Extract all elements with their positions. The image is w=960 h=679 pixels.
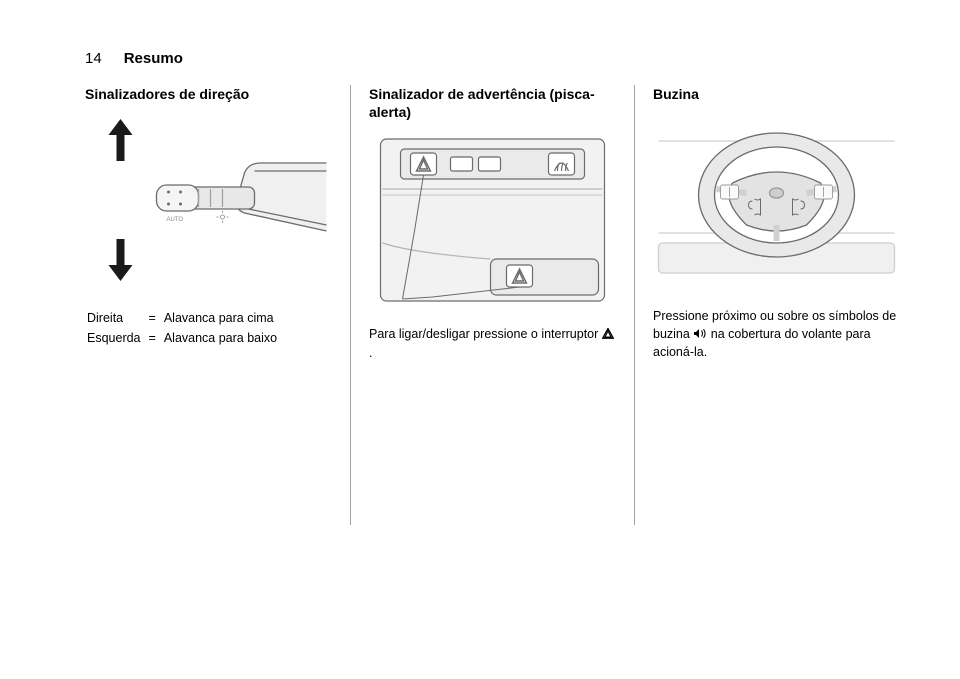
col2-caption-tail: . xyxy=(369,346,372,360)
cap-r0c1: = xyxy=(149,309,162,327)
col1-title: Sinalizadores de direção xyxy=(85,85,332,103)
col2-title: Sinalizador de advertência (pisca-alerta… xyxy=(369,85,616,121)
cap-r0c0: Direita xyxy=(87,309,147,327)
col2-caption-text: Para ligar/desligar pressione o interrup… xyxy=(369,327,602,341)
page-header: 14 Resumo xyxy=(85,50,900,67)
cap-r1c0: Esquerda xyxy=(87,329,147,347)
cap-r0c2: Alavanca para cima xyxy=(164,309,283,327)
col1-caption-table: Direita = Alavanca para cima Esquerda = … xyxy=(85,307,285,349)
svg-text:AUTO: AUTO xyxy=(167,217,184,223)
hazard-switch-illustration xyxy=(369,131,616,311)
col3-title: Buzina xyxy=(653,85,900,103)
table-row: Direita = Alavanca para cima xyxy=(87,309,283,327)
cap-r1c2: Alavanca para baixo xyxy=(164,329,283,347)
turn-signal-lever-illustration: AUTO xyxy=(85,113,332,293)
column-turn-signals: Sinalizadores de direção xyxy=(85,85,350,525)
content-columns: Sinalizadores de direção xyxy=(85,85,900,525)
col3-caption: Pressione próximo ou sobre os símbolos d… xyxy=(653,307,900,361)
table-row: Esquerda = Alavanca para baixo xyxy=(87,329,283,347)
column-hazard-warning: Sinalizador de advertência (pisca-alerta… xyxy=(351,85,634,525)
cap-r1c1: = xyxy=(149,329,162,347)
col2-caption: Para ligar/desligar pressione o interrup… xyxy=(369,325,616,361)
steering-wheel-illustration xyxy=(653,113,900,293)
column-horn: Buzina xyxy=(635,85,900,525)
page-number: 14 xyxy=(85,50,102,67)
horn-icon xyxy=(693,328,707,339)
hazard-triangle-icon xyxy=(602,328,614,339)
section-title: Resumo xyxy=(124,50,183,67)
